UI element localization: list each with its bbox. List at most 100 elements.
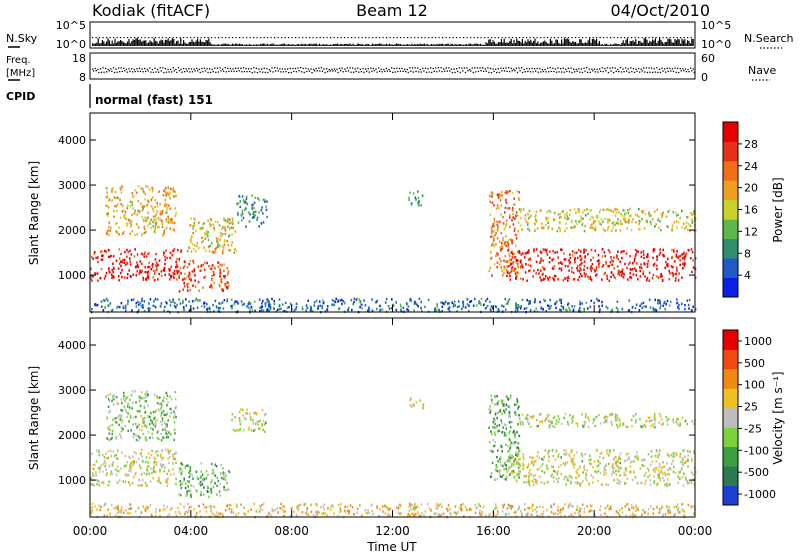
heatmap-cell (508, 473, 511, 476)
heatmap-cell (680, 460, 682, 464)
noise-sky-bar (492, 40, 494, 46)
heatmap-cell (160, 465, 163, 469)
heatmap-cell (535, 307, 537, 310)
heatmap-cell (337, 307, 340, 311)
heatmap-cell (160, 274, 163, 277)
heatmap-cell (485, 306, 487, 309)
heatmap-cell (578, 309, 580, 312)
noise-sky-bar (580, 39, 582, 46)
heatmap-cell (124, 408, 126, 411)
heatmap-cell (536, 482, 538, 485)
heatmap-cell (498, 471, 501, 474)
heatmap-cell (260, 309, 263, 313)
heatmap-cell (129, 465, 131, 469)
heatmap-cell (528, 229, 531, 232)
noise-search-point (438, 37, 440, 39)
freq-point (409, 67, 411, 69)
heatmap-cell (106, 191, 108, 194)
heatmap-cell (172, 468, 174, 471)
heatmap-cell (108, 438, 111, 442)
heatmap-cell (620, 212, 622, 216)
freq-point (495, 68, 497, 70)
noise-sky-bar (177, 40, 179, 46)
heatmap-cell (91, 255, 93, 259)
heatmap-cell (391, 298, 393, 301)
heatmap-cell (180, 472, 183, 476)
heatmap-cell (635, 274, 638, 277)
heatmap-cell (534, 297, 536, 301)
noise-search-point (235, 37, 237, 39)
heatmap-cell (131, 200, 133, 204)
noise-sky-bar (577, 43, 579, 46)
nave-point (623, 71, 625, 73)
heatmap-cell (133, 460, 135, 463)
heatmap-cell (522, 208, 525, 211)
heatmap-cell (596, 449, 599, 452)
heatmap-cell (590, 277, 592, 281)
heatmap-cell (417, 190, 419, 193)
heatmap-cell (612, 223, 615, 226)
heatmap-cell (635, 419, 637, 422)
heatmap-cell (695, 229, 697, 232)
noise-search-point (431, 37, 433, 39)
heatmap-cell (540, 306, 543, 309)
heatmap-cell (232, 428, 235, 431)
heatmap-cell (152, 304, 155, 307)
nave-point (106, 71, 108, 73)
noise-sky-bar (265, 44, 267, 46)
heatmap-cell (264, 302, 267, 305)
nave-point (262, 71, 264, 73)
noise-sky-bar (372, 43, 374, 46)
heatmap-cell (126, 412, 129, 415)
heatmap-cell (147, 270, 150, 273)
nave-point (145, 70, 147, 73)
heatmap-cell (649, 306, 652, 309)
heatmap-cell (590, 462, 593, 466)
freq-point (341, 67, 343, 69)
heatmap-cell (540, 412, 542, 416)
heatmap-cell (511, 206, 514, 210)
heatmap-cell (607, 221, 609, 224)
noise-sky-bar (359, 44, 361, 46)
heatmap-cell (339, 299, 342, 302)
heatmap-cell (684, 256, 686, 259)
heatmap-cell (552, 417, 555, 420)
heatmap-cell (108, 464, 111, 467)
heatmap-cell (494, 433, 497, 437)
heatmap-cell (687, 503, 690, 507)
heatmap-cell (109, 424, 111, 428)
heatmap-cell (619, 481, 622, 484)
heatmap-cell (212, 303, 214, 307)
heatmap-cell (617, 308, 619, 311)
noise-sky-bar (349, 43, 351, 46)
heatmap-cell (657, 456, 660, 459)
heatmap-cell (155, 450, 157, 454)
heatmap-cell (508, 438, 511, 441)
heatmap-cell (582, 217, 584, 220)
heatmap-cell (509, 189, 511, 193)
heatmap-cell (278, 298, 281, 301)
heatmap-cell (326, 305, 329, 308)
heatmap-cell (447, 302, 449, 305)
freq-point (138, 67, 141, 69)
heatmap-cell (505, 235, 507, 238)
noise-search-point (221, 37, 223, 39)
heatmap-cell (99, 508, 101, 512)
heatmap-cell (641, 218, 643, 221)
heatmap-cell (256, 218, 258, 221)
nave-point (340, 70, 342, 72)
heatmap-cell (219, 263, 222, 266)
heatmap-cell (95, 304, 97, 307)
noise-sky-bar (398, 44, 400, 46)
heatmap-cell (494, 413, 497, 416)
heatmap-cell (562, 210, 564, 213)
noise-search-point (536, 37, 538, 39)
heatmap-cell (224, 472, 226, 475)
heatmap-cell (503, 242, 506, 246)
heatmap-cell (612, 449, 615, 452)
heatmap-cell (650, 419, 652, 422)
heatmap-cell (658, 469, 660, 472)
heatmap-cell (160, 408, 162, 411)
heatmap-cell (127, 218, 130, 222)
heatmap-cell (548, 305, 551, 308)
